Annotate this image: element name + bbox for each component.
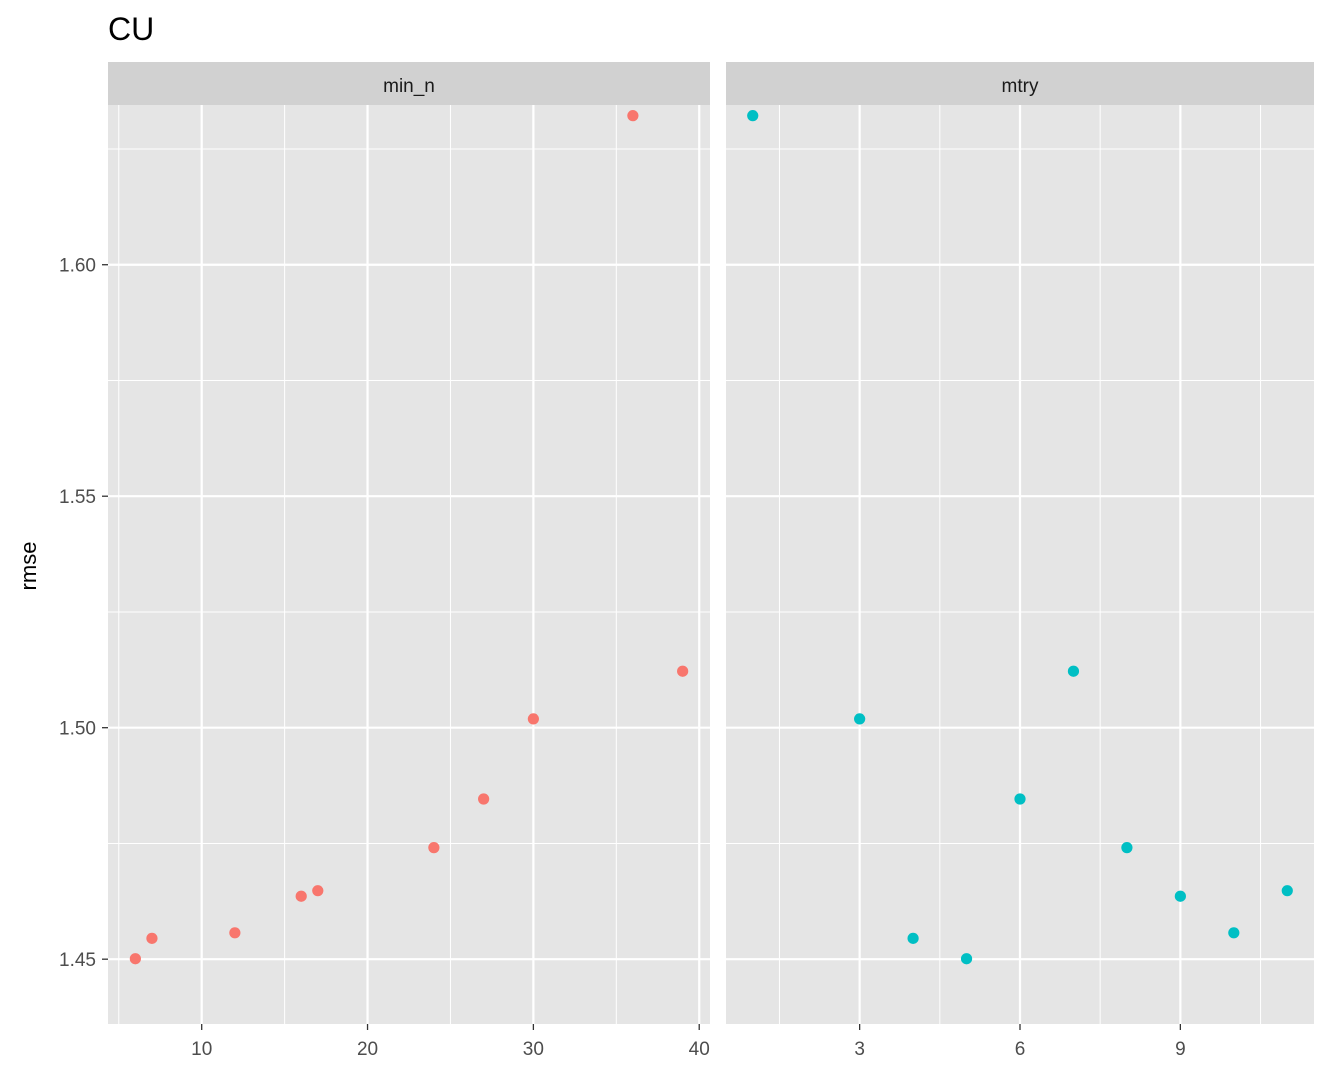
facet-strip bbox=[726, 62, 1314, 105]
y-axis-label: rmse bbox=[16, 542, 41, 591]
data-point bbox=[428, 842, 440, 854]
x-tick-label: 40 bbox=[689, 1039, 710, 1060]
facet-panel-min_n: min_n 10 20 30 40 bbox=[108, 62, 710, 1060]
data-point bbox=[1228, 927, 1240, 939]
data-point bbox=[627, 110, 639, 122]
x-tick-label: 9 bbox=[1175, 1039, 1186, 1060]
data-point bbox=[1174, 890, 1186, 902]
data-point bbox=[295, 890, 307, 902]
facet-strip-label: mtry bbox=[1002, 76, 1039, 97]
data-point bbox=[677, 665, 689, 677]
data-point bbox=[1014, 793, 1026, 805]
x-tick-label: 3 bbox=[854, 1039, 865, 1060]
y-tick-label: 1.60 bbox=[59, 256, 96, 277]
x-tick-label: 30 bbox=[523, 1039, 544, 1060]
data-point bbox=[960, 953, 973, 965]
x-tick-label: 20 bbox=[357, 1039, 378, 1060]
x-tick-label: 6 bbox=[1015, 1039, 1026, 1060]
y-tick-label: 1.45 bbox=[59, 950, 96, 971]
data-point bbox=[229, 927, 241, 939]
panel-background bbox=[108, 105, 710, 1024]
data-point bbox=[129, 953, 141, 965]
facet-strip-label: min_n bbox=[383, 76, 435, 97]
data-point bbox=[907, 932, 919, 944]
y-axis: 1.45 1.50 1.55 1.60 bbox=[59, 256, 108, 971]
data-point bbox=[146, 932, 158, 944]
facet-panel-mtry: mtry 3 6 9 bbox=[726, 62, 1314, 1060]
x-tick-label: 10 bbox=[191, 1039, 212, 1060]
facet-panels: min_n 10 20 30 40 mtry 3 6 9 bbox=[108, 62, 1314, 1060]
y-tick-label: 1.50 bbox=[59, 719, 96, 740]
data-point bbox=[747, 110, 759, 122]
data-point bbox=[478, 793, 490, 805]
data-point bbox=[1121, 842, 1133, 854]
data-point bbox=[312, 885, 324, 897]
data-point bbox=[1281, 885, 1293, 897]
facet-strip bbox=[108, 62, 710, 105]
data-point bbox=[527, 713, 539, 725]
data-point bbox=[1067, 665, 1080, 677]
data-point bbox=[854, 713, 866, 725]
chart-title: CU bbox=[108, 11, 154, 47]
y-tick-label: 1.55 bbox=[59, 487, 96, 508]
